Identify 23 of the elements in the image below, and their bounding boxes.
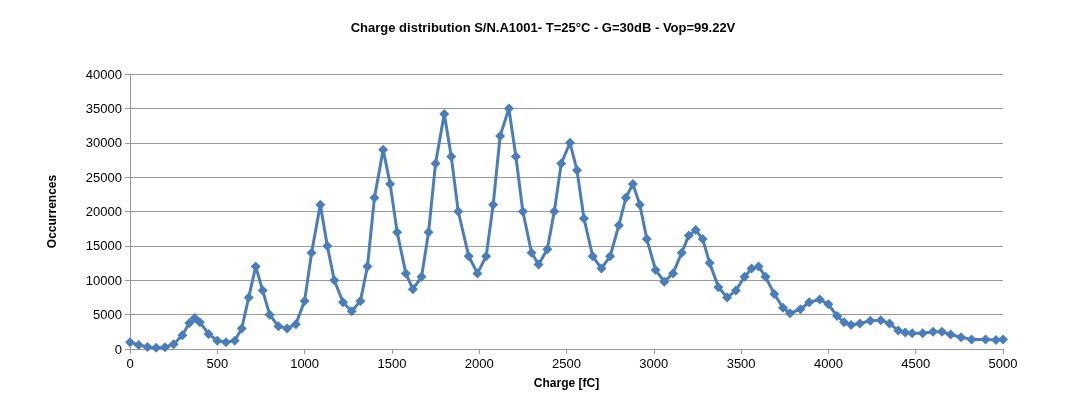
x-tick-label: 2000 [464, 356, 494, 371]
y-axis-title: Occurrences [45, 174, 59, 249]
x-axis-title: Charge [fC] [533, 376, 600, 390]
y-tick-label: 0 [114, 341, 122, 357]
x-tick-label: 2500 [552, 356, 581, 371]
x-tick-label: 5000 [988, 356, 1018, 371]
x-tick-label: 500 [206, 356, 229, 371]
x-tick-label: 3000 [639, 356, 669, 371]
x-tick-label: 3500 [726, 356, 756, 371]
chart-title: Charge distribution S/N.A1001- T=25°C - G=30dB - Vop=99.22V [350, 20, 736, 35]
y-tick-label: 35000 [85, 100, 122, 116]
x-tick-label: 0 [126, 356, 134, 371]
x-tick-label: 1500 [377, 356, 407, 371]
y-tick-label: 30000 [85, 135, 122, 151]
y-tick-label: 25000 [85, 169, 122, 185]
y-tick-label: 5000 [93, 307, 122, 323]
y-tick-label: 15000 [85, 238, 122, 254]
x-tick-label: 4000 [813, 356, 843, 371]
y-tick-label: 40000 [85, 66, 122, 82]
x-tick-label: 1000 [290, 356, 320, 371]
y-tick-label: 10000 [85, 272, 122, 288]
x-tick-label: 4500 [901, 356, 931, 371]
y-tick-label: 20000 [85, 204, 122, 219]
